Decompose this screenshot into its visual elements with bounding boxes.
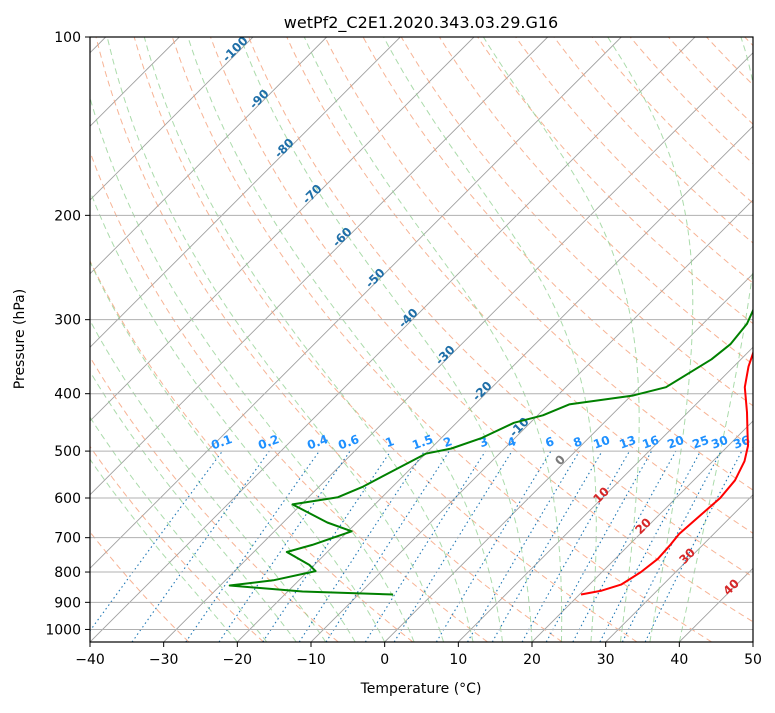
y-tick-label: 900: [54, 595, 81, 611]
y-tick-label: 600: [54, 491, 81, 507]
y-axis-label: Pressure (hPa): [12, 289, 28, 389]
x-tick-label: 50: [744, 652, 762, 668]
y-tick-label: 400: [54, 387, 81, 403]
x-tick-label: 10: [449, 652, 467, 668]
chart-title: wetPf2_C2E1.2020.343.03.29.G16: [284, 13, 558, 33]
y-tick-label: 200: [54, 208, 81, 224]
x-tick-label: −10: [296, 652, 326, 668]
y-tick-label: 700: [54, 531, 81, 547]
x-tick-label: −40: [75, 652, 105, 668]
y-tick-label: 500: [54, 444, 81, 460]
x-tick-label: −30: [149, 652, 179, 668]
y-tick-label: 300: [54, 313, 81, 329]
x-axis-label: Temperature (°C): [360, 681, 482, 697]
x-tick-label: 0: [380, 652, 389, 668]
y-tick-label: 1000: [45, 622, 81, 638]
x-tick-label: 40: [670, 652, 688, 668]
y-tick-label: 100: [54, 30, 81, 46]
x-tick-label: −20: [223, 652, 253, 668]
x-tick-label: 20: [523, 652, 541, 668]
x-tick-label: 30: [597, 652, 615, 668]
y-tick-label: 800: [54, 565, 81, 581]
